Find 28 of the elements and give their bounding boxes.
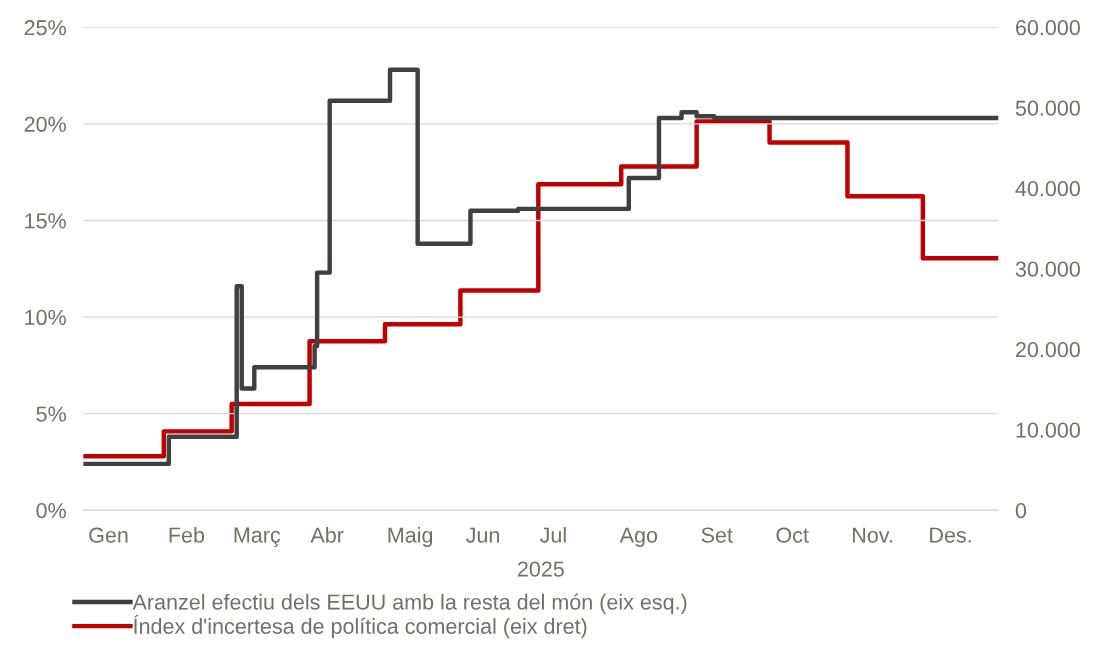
x-tick-label: Nov. <box>853 527 892 543</box>
x-tick-label: Maig <box>388 526 433 547</box>
y2-tick-label: 50.000 <box>1015 100 1080 116</box>
x-tick-label: Jun <box>465 527 499 543</box>
x-axis-title: 2025 <box>517 561 564 577</box>
y2-tick-label: 0 <box>1015 503 1027 519</box>
y-tick-label: 5% <box>36 406 66 422</box>
y2-tick-label: 30.000 <box>1015 261 1080 277</box>
y-tick-label: 10% <box>25 309 66 326</box>
y2-tick-label: 20.000 <box>1016 342 1080 358</box>
y-tick-label: 25% <box>24 20 66 36</box>
x-tick-label: Jul <box>539 526 566 543</box>
y-tick-label: 20% <box>24 116 66 132</box>
x-tick-label: Abr <box>310 526 344 543</box>
y2-tick-label: 40.000 <box>1015 181 1080 197</box>
y-tick-label: 0% <box>36 503 66 519</box>
x-tick-label: Oct <box>776 527 809 543</box>
legend-label: Aranzel efectiu dels EEUU amb la resta del món (eix esq.) <box>132 593 687 614</box>
y2-tick-label: 10.000 <box>1016 422 1080 438</box>
x-tick-label: Març <box>234 527 281 547</box>
y-tick-label: 15% <box>25 213 66 229</box>
x-tick-label: Ago <box>619 527 658 547</box>
x-tick-label: Gen <box>89 527 128 543</box>
x-tick-label: Feb <box>169 526 205 543</box>
x-tick-label: Set <box>701 527 733 543</box>
y2-tick-label: 60.000 <box>1016 20 1080 36</box>
legend-label: Índex d'incertesa de política comercial (eix dret) <box>134 615 587 639</box>
x-tick-label: Des. <box>930 527 971 543</box>
